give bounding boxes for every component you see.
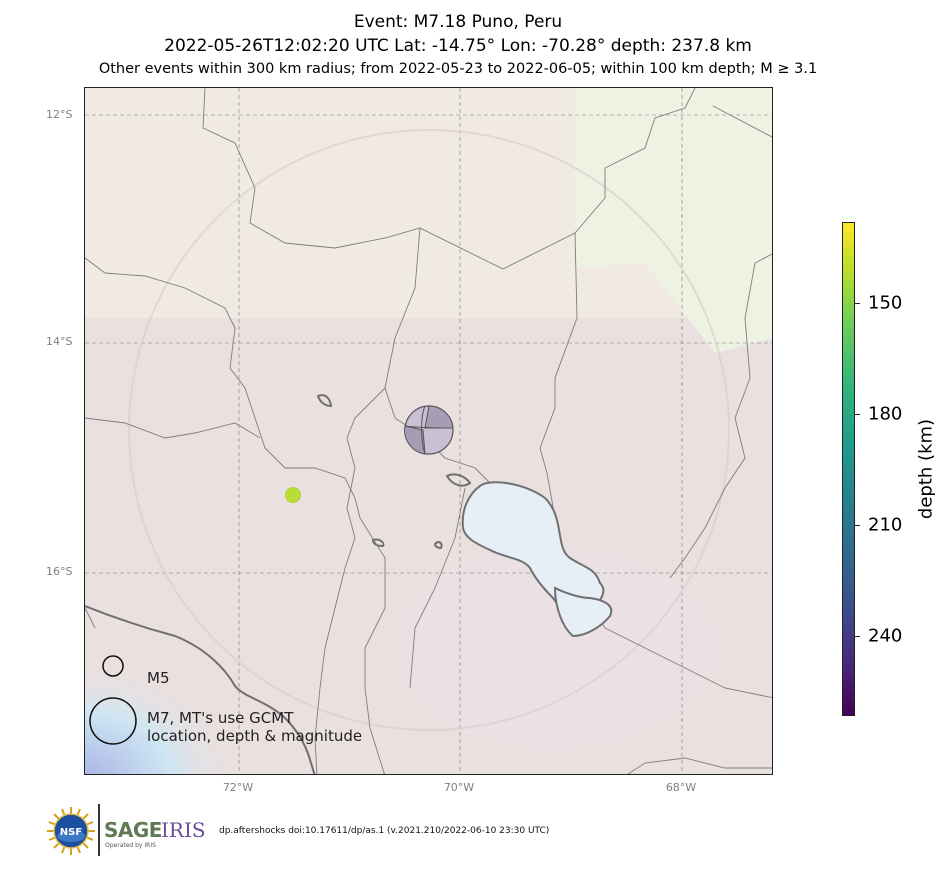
colorbar-label-150: 150 [868,292,903,314]
lon-label-70w: 70°W [443,781,475,794]
borders [85,88,772,774]
legend-symbol-m5 [102,655,124,677]
legend-label-m7-line1: M7, MT's use GCMT [147,709,294,727]
svg-text:NSF: NSF [60,827,82,838]
colorbar-tick [855,303,860,304]
pacific-ocean [85,598,324,774]
coastline [85,605,316,774]
amazon-lowland [575,88,772,353]
event-details: 2022-05-26T12:02:20 UTC Lat: -14.75° Lon… [164,36,752,56]
lon-label-68w: 68°W [665,781,697,794]
depth-colorbar [842,222,855,716]
colorbar-label-180: 180 [868,403,903,425]
lat-label-12s: 12°S [46,108,73,121]
graticule [85,88,772,774]
altiplano-shade [395,548,715,748]
lake-wiñaymarka [553,586,613,638]
operated-by-text: Operated by IRIS [105,842,156,849]
search-radius-circle [128,129,730,731]
nsf-logo: NSF [47,807,95,855]
colorbar-tick [855,414,860,415]
colorbar-title: depth (km) [915,418,937,520]
legend-symbol-m7 [89,697,137,745]
colorbar-tick [855,525,860,526]
main-event-beachball[interactable] [404,405,454,455]
map-panel: M5 M7, MT's use GCMT location, depth & m… [84,87,773,775]
colorbar-tick [855,636,860,637]
doi-citation: dp.aftershocks doi:10.17611/dp/as.1 (v.2… [219,826,550,836]
iris-logo: IRIS [161,818,206,842]
other-event-marker[interactable] [285,487,301,503]
legend-label-m5: M5 [147,669,170,687]
search-criteria: Other events within 300 km radius; from … [98,61,818,77]
legend-label-m7-line2: location, depth & magnitude [147,727,363,745]
lat-label-14s: 14°S [46,335,73,348]
logo-divider [98,804,100,856]
colorbar-label-210: 210 [868,514,903,536]
lon-label-72w: 72°W [222,781,254,794]
colorbar-label-240: 240 [868,625,903,647]
map-title: Event: M7.18 Puno, Peru [353,12,563,32]
lat-label-16s: 16°S [46,565,73,578]
footer: NSF SAGE IRIS Operated by IRIS dp.afters… [46,804,646,858]
map-canvas [85,88,772,774]
sage-logo: SAGE [104,818,162,842]
